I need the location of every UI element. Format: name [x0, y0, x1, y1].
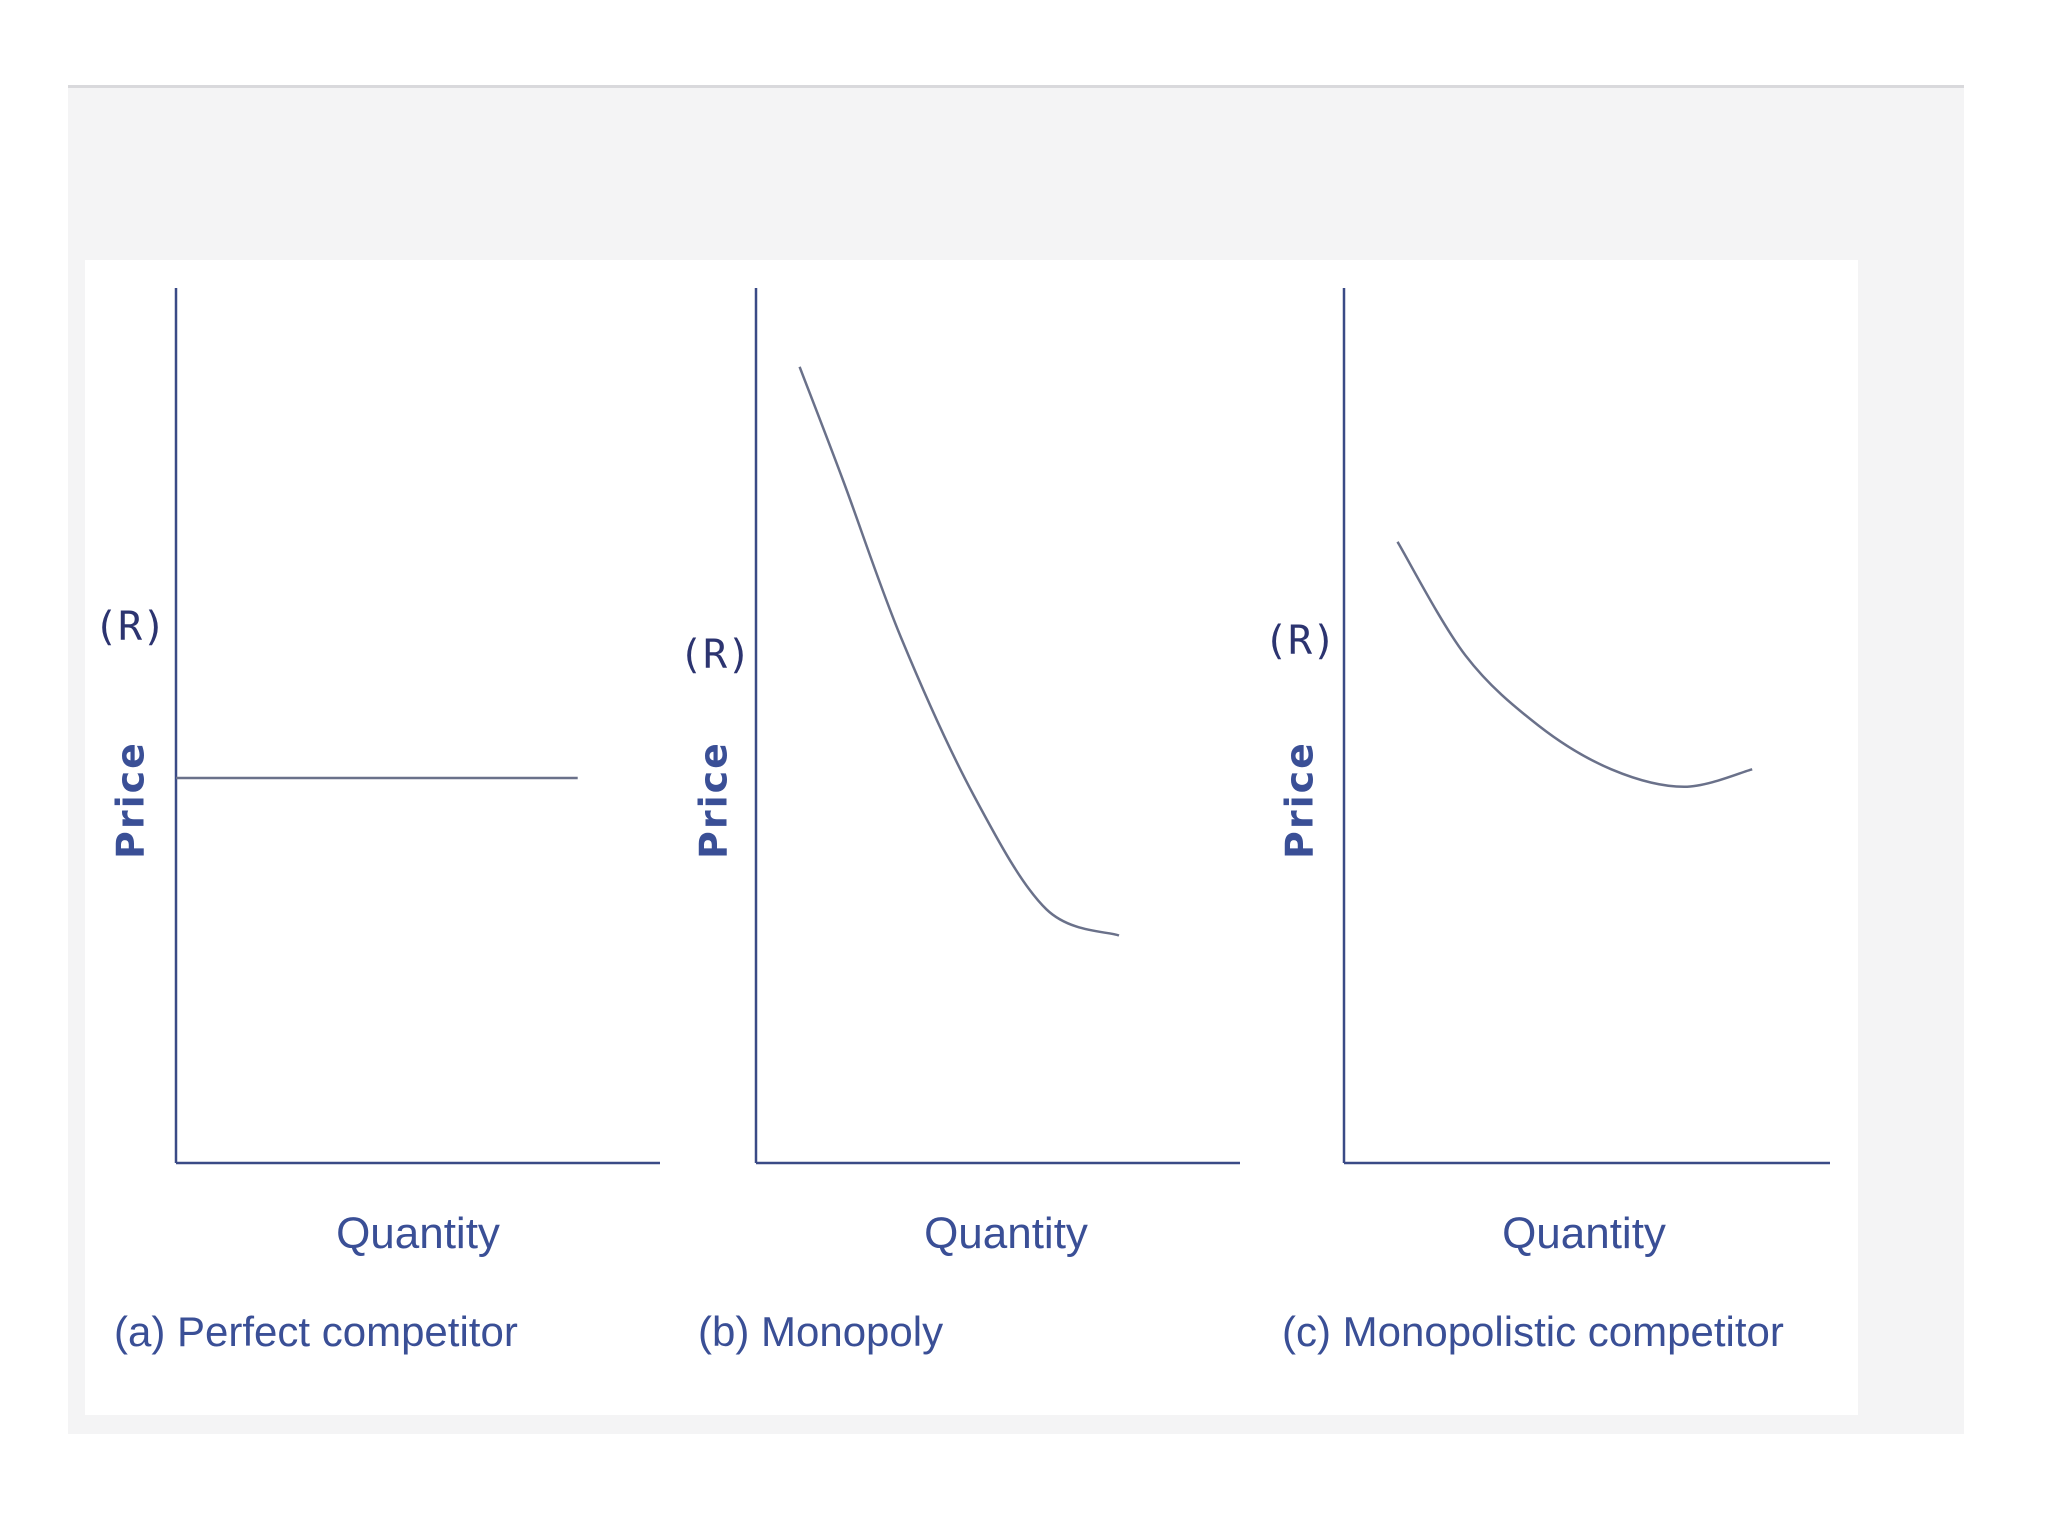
panel-caption-2: (b) Monopoly	[698, 1308, 943, 1355]
x-axis-label-2: Quantity	[924, 1209, 1088, 1258]
price-unit-label-3: (R)	[1264, 618, 1336, 664]
figure-panel	[85, 260, 1858, 1415]
panel-caption-1: (a) Perfect competitor	[114, 1308, 518, 1355]
demand-curve-3	[1396, 541, 1753, 789]
x-axis-label-3: Quantity	[1502, 1209, 1666, 1258]
y-axis-label-2: Price	[691, 741, 735, 859]
x-axis-label-1: Quantity	[336, 1209, 500, 1258]
price-unit-label-2: (R)	[679, 632, 751, 678]
y-axis-label-1: Price	[108, 741, 152, 859]
price-unit-label-1: (R)	[94, 604, 166, 650]
panel-caption-3: (c) Monopolistic competitor	[1282, 1308, 1784, 1355]
demand-curve-2	[798, 366, 1120, 937]
y-axis-label-3: Price	[1277, 741, 1321, 859]
